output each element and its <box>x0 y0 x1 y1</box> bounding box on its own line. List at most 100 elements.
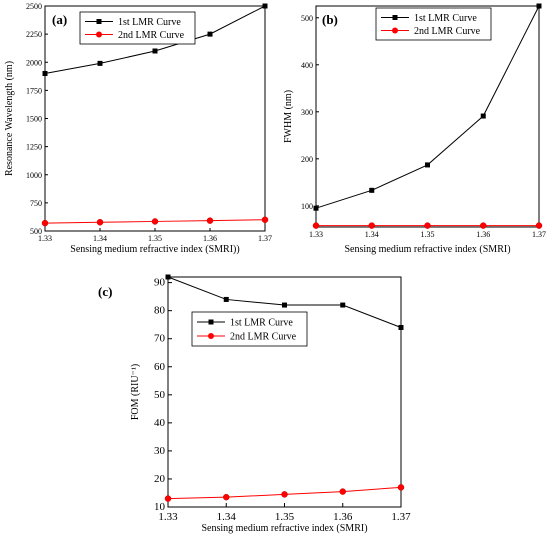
y-tick-label: 300 <box>301 108 313 117</box>
data-point <box>262 3 268 9</box>
legend-box <box>375 7 492 41</box>
chart-1: 1.33 1.34 1.35 1.36 1.37 500 750 1000 1250 1500 17… <box>4 2 272 255</box>
y-tick-label: 100 <box>301 202 313 211</box>
data-point <box>535 222 543 229</box>
data-point <box>261 216 269 223</box>
data-point <box>425 162 430 168</box>
y-axis-label: FWHM (nm) <box>283 90 294 143</box>
x-tick-label: 1.35 <box>421 230 435 239</box>
y-tick-label: 2000 <box>26 58 42 67</box>
data-point <box>151 218 159 225</box>
data-point <box>480 113 486 119</box>
data-point <box>397 484 405 491</box>
y-tick-label: 500 <box>301 14 313 23</box>
data-point <box>206 217 214 224</box>
data-point <box>536 3 542 9</box>
x-axis-label: Sensing medium refractive index (SMRI)) <box>70 244 239 255</box>
x-tick-label: 1.33 <box>158 511 178 523</box>
x-tick-label: 1.37 <box>532 230 546 239</box>
y-tick-label: 40 <box>154 417 166 429</box>
data-point <box>207 31 213 37</box>
data-point <box>282 302 287 308</box>
panel-label: (c) <box>98 284 112 299</box>
x-tick-label: 1.35 <box>275 511 295 523</box>
data-point <box>42 71 48 76</box>
legend-marker <box>96 31 102 38</box>
x-tick-label: 1.36 <box>476 230 490 239</box>
data-point <box>398 324 404 330</box>
data-point <box>165 274 171 280</box>
data-point <box>369 187 375 193</box>
legend-label: 2nd LMR Curve <box>230 332 297 343</box>
y-tick-label: 750 <box>30 199 42 208</box>
legend-box <box>79 11 196 45</box>
x-tick-label: 1.35 <box>148 234 162 243</box>
data-point <box>339 488 346 495</box>
data-point <box>281 491 288 498</box>
legend-marker <box>96 19 102 24</box>
y-tick-label: 50 <box>154 389 166 401</box>
y-tick-label: 1000 <box>26 171 42 180</box>
data-point <box>96 218 104 226</box>
legend-marker <box>208 319 214 325</box>
panel-label: (a) <box>52 12 67 27</box>
data-point <box>340 302 346 308</box>
y-tick-label: 80 <box>154 305 166 317</box>
y-tick-label: 90 <box>154 277 166 289</box>
data-point <box>480 222 487 229</box>
x-tick-label: 1.37 <box>258 234 272 243</box>
legend-label: 1st LMR Curve <box>118 17 181 28</box>
legend-box <box>191 311 308 347</box>
x-tick-label: 1.36 <box>333 511 353 523</box>
data-point <box>223 493 230 501</box>
y-tick-label: 1750 <box>26 86 42 95</box>
y-tick-label: 1250 <box>26 143 42 152</box>
x-tick-label: 1.33 <box>38 234 52 243</box>
y-axis-label: FOM (RIU⁻¹) <box>130 364 141 420</box>
data-point <box>97 60 103 66</box>
x-tick-label: 1.37 <box>391 511 411 523</box>
y-tick-label: 70 <box>154 333 166 345</box>
y-tick-label: 500 <box>30 227 42 236</box>
data-point <box>164 495 172 502</box>
x-tick-label: 1.34 <box>217 511 237 523</box>
x-tick-label: 1.33 <box>309 230 323 239</box>
legend: 1st LMR Curve 2nd LMR Curve <box>79 11 196 45</box>
legend-label: 1st LMR Curve <box>414 13 477 24</box>
y-tick-label: 2250 <box>26 30 42 39</box>
legend-label: 1st LMR Curve <box>230 318 293 329</box>
y-tick-label: 200 <box>301 155 313 164</box>
x-tick-label: 1.36 <box>203 234 217 243</box>
legend: 1st LMR Curve 2nd LMR Curve <box>191 311 308 347</box>
data-point <box>223 296 229 302</box>
x-tick-label: 1.34 <box>93 234 107 243</box>
data-point <box>368 222 375 229</box>
y-tick-label: 30 <box>154 445 166 457</box>
plot-frame <box>167 276 402 508</box>
data-point <box>152 48 158 54</box>
legend: 1st LMR Curve 2nd LMR Curve <box>375 7 492 41</box>
y-tick-label: 10 <box>154 501 166 513</box>
chart-2: 1.33 1.34 1.35 1.36 1.37 100 200 300 400 500 Sensi… <box>283 3 546 255</box>
panel-label: (b) <box>322 12 338 27</box>
data-point <box>424 222 431 229</box>
y-tick-label: 400 <box>301 61 313 70</box>
legend-label: 2nd LMR Curve <box>118 30 185 41</box>
x-axis-label: Sensing medium refractive index (SMRI) <box>344 244 510 255</box>
legend-marker <box>208 333 214 339</box>
data-point <box>313 205 319 211</box>
chart-3: 1.33 1.34 1.35 1.36 1.37 10 20 30 40 50 60 70 80 90 Se… <box>98 274 411 534</box>
x-tick-label: 1.34 <box>365 230 379 239</box>
data-point <box>312 222 320 229</box>
legend-label: 2nd LMR Curve <box>414 26 481 37</box>
y-tick-label: 20 <box>154 473 166 485</box>
legend-marker <box>392 15 398 20</box>
data-point <box>41 219 49 227</box>
y-tick-label: 1500 <box>26 115 42 124</box>
y-tick-label: 60 <box>154 361 166 373</box>
legend-marker <box>392 27 398 34</box>
y-axis-label: Resonance Wavelength (nm) <box>4 61 15 176</box>
x-axis-label: Sensing medium refractive index (SMRI) <box>201 523 367 534</box>
y-tick-label: 2500 <box>26 2 42 11</box>
